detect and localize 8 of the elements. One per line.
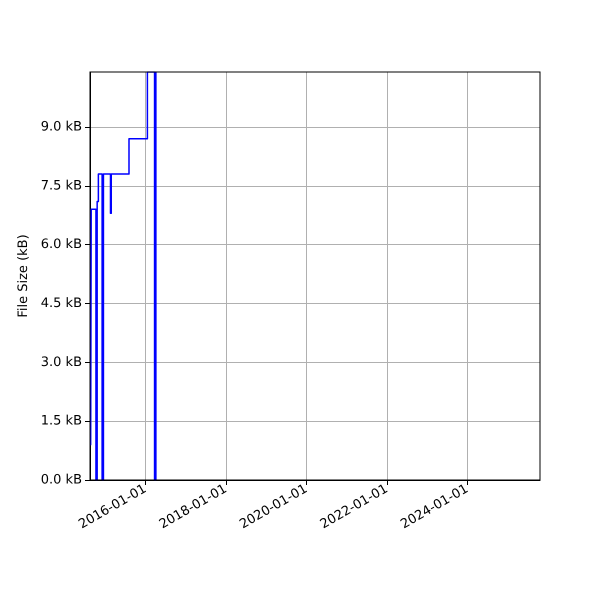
y-tick-label: 6.0 kB (40, 237, 82, 252)
y-tick-label: 4.5 kB (40, 296, 82, 311)
y-tick-label: 3.0 kB (40, 354, 82, 370)
y-axis-title: File Size (kB) (16, 234, 31, 318)
y-tick-label: 0.0 kB (40, 472, 82, 488)
y-tick-label: 7.5 kB (40, 178, 82, 194)
y-tick-label: 9.0 kB (40, 119, 82, 134)
y-tick-label: 1.5 kB (40, 414, 82, 429)
